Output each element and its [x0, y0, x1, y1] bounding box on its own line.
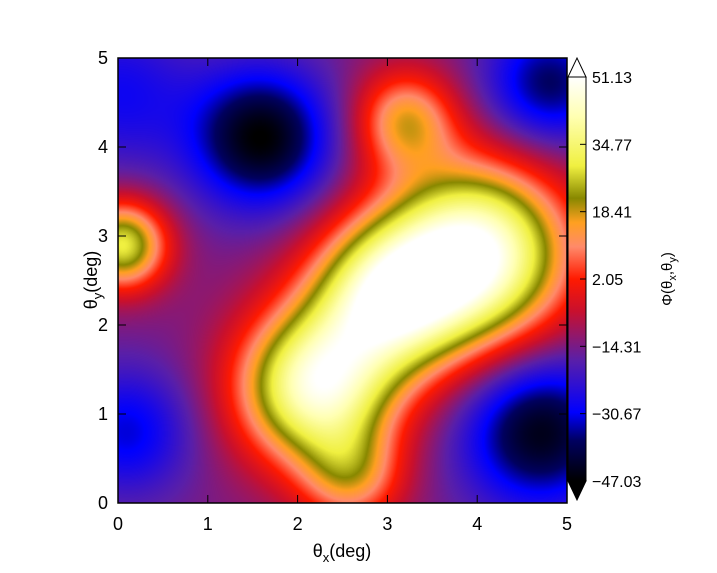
colorbar-tick-label: 18.41: [592, 205, 632, 222]
colorbar-tick-label: 51.13: [592, 70, 632, 87]
x-tick-label: 2: [293, 514, 303, 534]
y-tick-label: 3: [98, 226, 108, 246]
x-axis: 0 1 2 3 4 5: [113, 58, 572, 534]
colorbar-min-arrow: [567, 480, 587, 502]
colorbar: 51.13 34.77 18.41 2.05 −14.31 −30.67 −47.03 Φ(…: [567, 56, 679, 502]
colorbar-label: Φ(θx,θy): [659, 252, 679, 306]
x-tick-label: 4: [472, 514, 482, 534]
heatmap-image: [118, 58, 567, 503]
colorbar-tick-label: −47.03: [592, 474, 641, 491]
colorbar-tick-label: 34.77: [592, 137, 632, 154]
x-tick-label: 1: [203, 514, 213, 534]
plot-frame: [117, 57, 568, 504]
colorbar-tick-label: −14.31: [592, 339, 641, 356]
x-tick-label: 5: [562, 514, 572, 534]
x-tick-label: 0: [113, 514, 123, 534]
plot-area: [117, 57, 568, 504]
colorbar-tick-label: −30.67: [592, 407, 641, 424]
y-axis: 0 1 2 3 4 5: [98, 48, 567, 513]
x-axis-label: θx(deg): [313, 541, 372, 565]
y-axis-label: θy(deg): [81, 251, 105, 310]
y-tick-label: 1: [98, 404, 108, 424]
y-tick-label: 0: [98, 493, 108, 513]
colorbar-max-arrow: [567, 56, 587, 78]
y-tick-label: 2: [98, 315, 108, 335]
colorbar-tick-label: 2.05: [592, 272, 623, 289]
y-tick-label: 4: [98, 137, 108, 157]
y-tick-label: 5: [98, 48, 108, 68]
x-tick-label: 3: [382, 514, 392, 534]
colorbar-ticks: 51.13 34.77 18.41 2.05 −14.31 −30.67 −47.03: [580, 70, 641, 491]
